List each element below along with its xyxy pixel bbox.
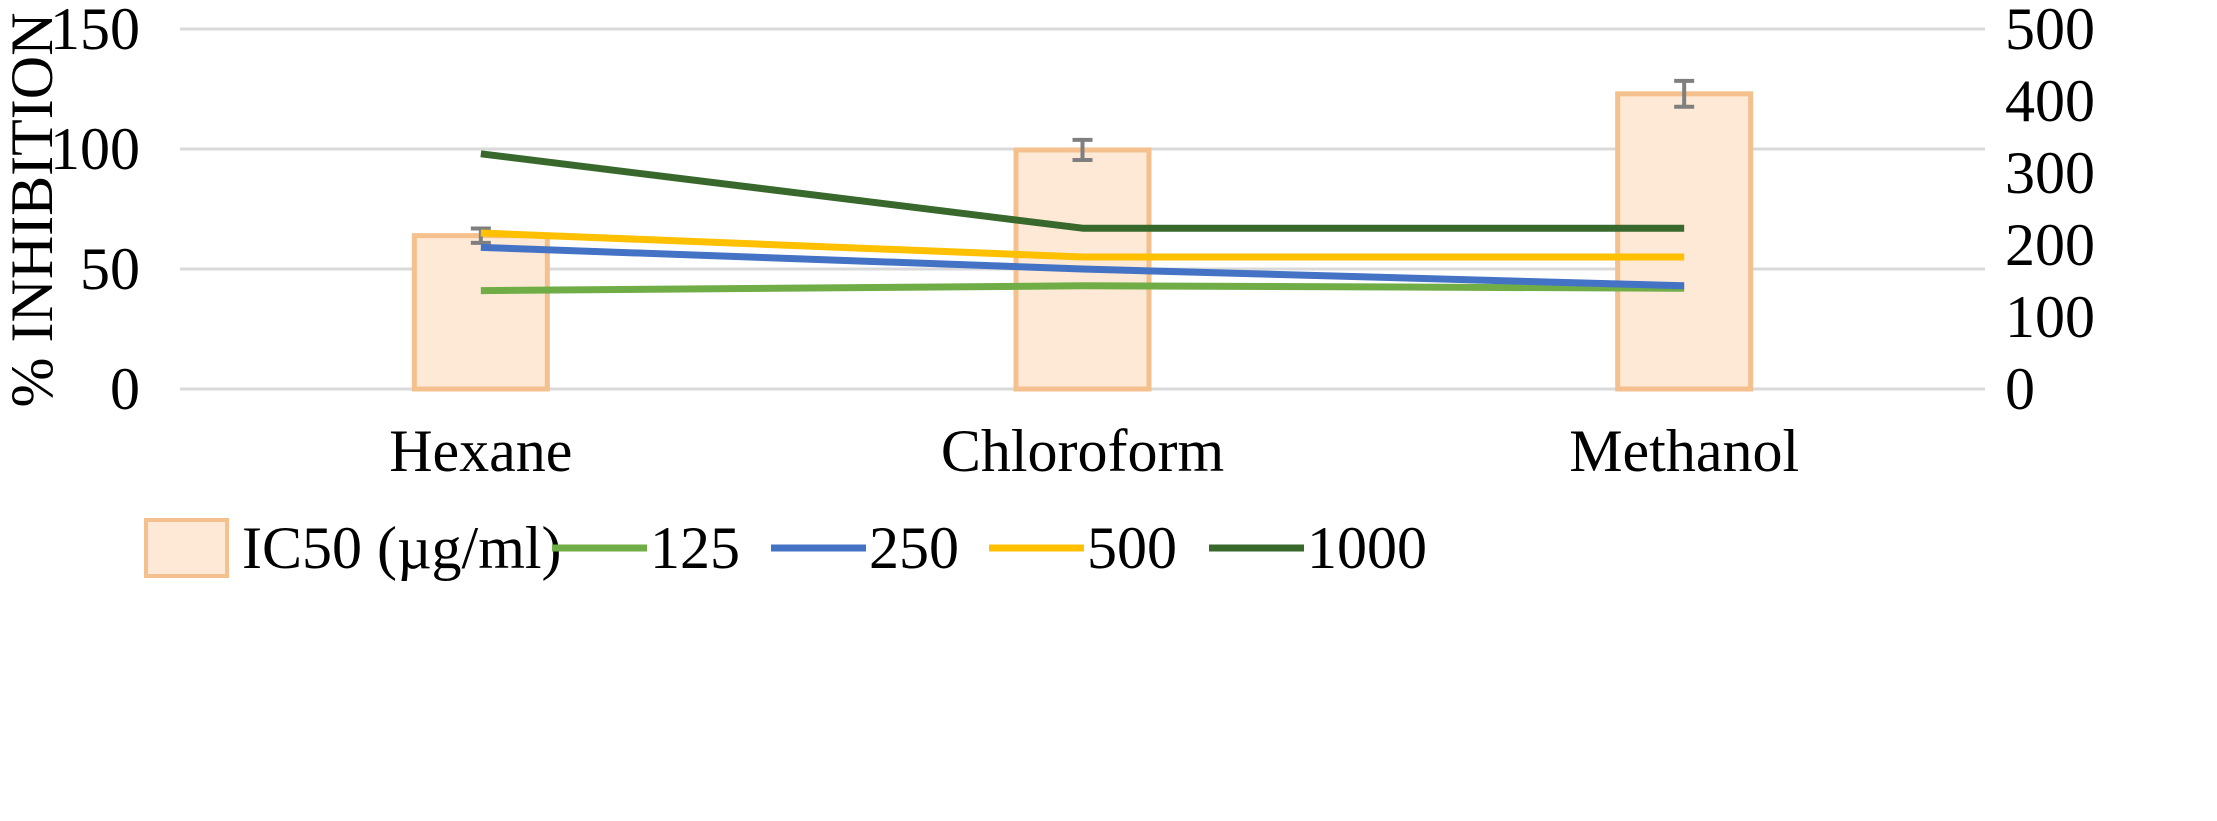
x-tick-label: Methanol [1569, 418, 1799, 484]
bar-ic50 [1615, 91, 1754, 392]
legend-label-250: 250 [869, 515, 959, 581]
y2-tick-label: 0 [2005, 356, 2035, 422]
y-tick-label: 50 [80, 236, 140, 302]
y2-tick-label: 300 [2005, 140, 2095, 206]
y2-tick-label: 100 [2005, 284, 2095, 350]
line-series-250 [480, 243, 1685, 290]
lines-group [480, 150, 1685, 295]
y-tick-label: 0 [110, 356, 140, 422]
y2-tick-label: 200 [2005, 212, 2095, 278]
y2-tick-label: 500 [2005, 0, 2095, 62]
legend: IC50 (µg/ml) 125 250 500 1000 [144, 515, 1427, 581]
legend-label-125: 125 [650, 515, 740, 581]
line-series-125 [480, 282, 1685, 295]
legend-label-500: 500 [1087, 515, 1177, 581]
x-tick-label: Hexane [389, 418, 572, 484]
y2-tick-label: 400 [2005, 68, 2095, 134]
legend-label-1000: 1000 [1307, 515, 1427, 581]
legend-label-ic50: IC50 (µg/ml) [242, 515, 562, 581]
line-series-1000 [480, 150, 1685, 232]
y-tick-label: 150 [50, 0, 140, 62]
legend-swatch-ic50 [144, 518, 229, 578]
y-axis-title: % INHIBITION [0, 13, 65, 408]
line-series-500 [480, 229, 1685, 261]
bar-ic50 [411, 233, 550, 392]
x-tick-label: Chloroform [941, 418, 1224, 484]
y-axis-ticks: 0 50 100 150 [50, 0, 140, 422]
x-axis-labels: Hexane Chloroform Methanol [389, 418, 1799, 484]
y-tick-label: 100 [50, 116, 140, 182]
